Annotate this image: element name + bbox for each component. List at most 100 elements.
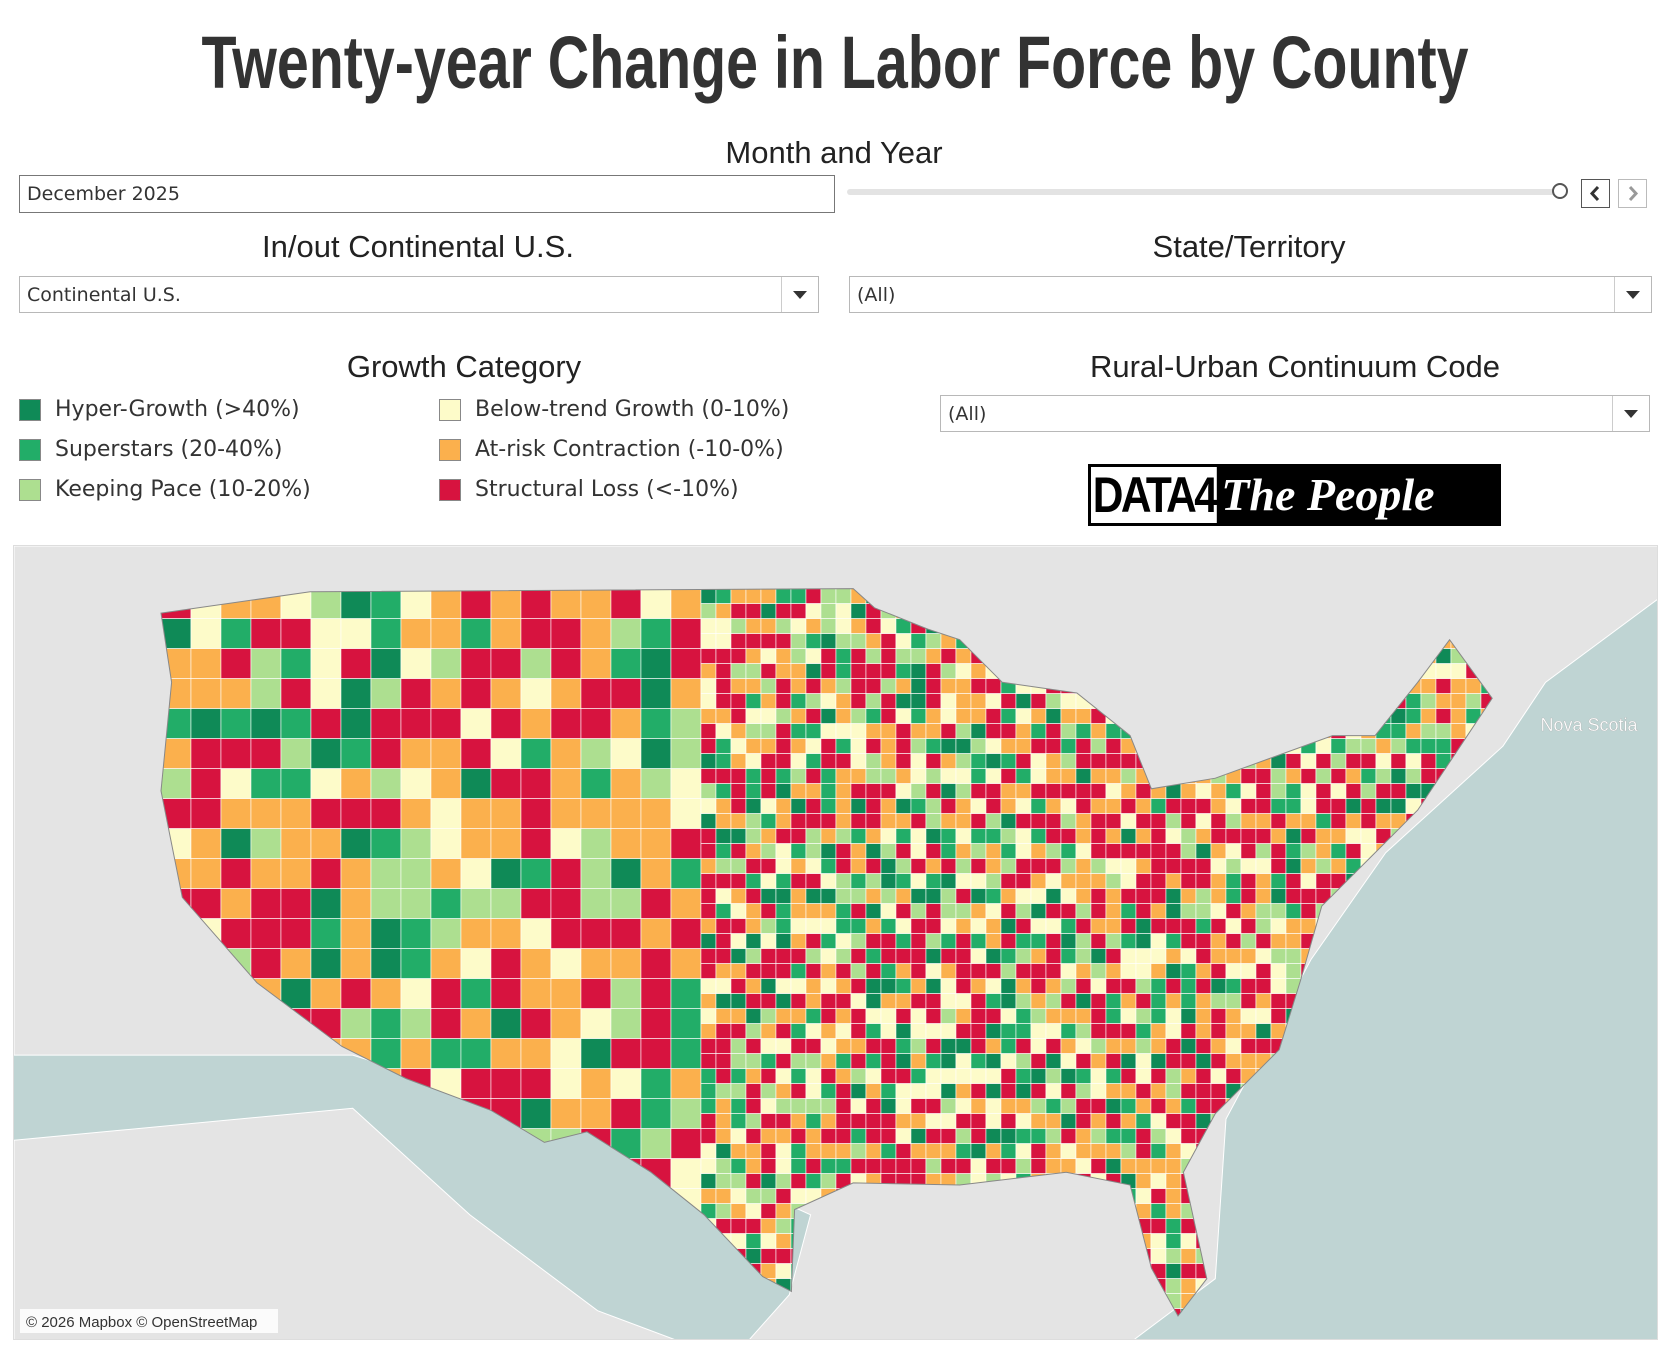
county[interactable] [715, 663, 732, 679]
county[interactable] [1360, 753, 1377, 769]
county[interactable] [730, 948, 747, 964]
county[interactable] [985, 1128, 1002, 1144]
county[interactable] [250, 888, 282, 919]
county[interactable] [1090, 1128, 1107, 1144]
county[interactable] [1075, 738, 1092, 754]
county[interactable] [1165, 1038, 1182, 1054]
county[interactable] [1375, 738, 1392, 754]
county[interactable] [940, 1098, 957, 1114]
county[interactable] [985, 1038, 1002, 1054]
county[interactable] [1210, 813, 1227, 829]
county[interactable] [730, 723, 747, 739]
county[interactable] [760, 678, 777, 694]
county[interactable] [730, 828, 747, 844]
county[interactable] [1255, 963, 1272, 979]
county[interactable] [1330, 813, 1347, 829]
county[interactable] [790, 1038, 807, 1054]
county[interactable] [1150, 1038, 1167, 1054]
county[interactable] [1090, 933, 1107, 949]
county[interactable] [880, 858, 897, 874]
county[interactable] [1105, 813, 1122, 829]
county[interactable] [700, 858, 717, 874]
county[interactable] [1060, 753, 1077, 769]
county[interactable] [820, 963, 837, 979]
county[interactable] [340, 978, 372, 1009]
county[interactable] [1375, 753, 1392, 769]
county[interactable] [805, 843, 822, 859]
county[interactable] [670, 1098, 702, 1129]
county[interactable] [1300, 798, 1317, 814]
county[interactable] [1465, 693, 1482, 709]
county[interactable] [280, 648, 312, 679]
county[interactable] [1315, 783, 1332, 799]
county[interactable] [1000, 918, 1017, 934]
county[interactable] [520, 1098, 552, 1129]
county[interactable] [1015, 873, 1032, 889]
county[interactable] [715, 1053, 732, 1069]
county[interactable] [1345, 738, 1362, 754]
county[interactable] [250, 918, 282, 949]
county[interactable] [880, 1128, 897, 1144]
county[interactable] [1015, 843, 1032, 859]
county[interactable] [1000, 1113, 1017, 1129]
county[interactable] [1315, 828, 1332, 844]
county[interactable] [910, 1083, 927, 1099]
county[interactable] [805, 768, 822, 784]
county[interactable] [955, 873, 972, 889]
county[interactable] [1075, 828, 1092, 844]
county[interactable] [895, 633, 912, 649]
county[interactable] [1015, 723, 1032, 739]
county[interactable] [1405, 708, 1422, 724]
county[interactable] [1345, 798, 1362, 814]
county[interactable] [775, 993, 792, 1009]
county[interactable] [520, 588, 552, 619]
county[interactable] [715, 1113, 732, 1129]
county[interactable] [640, 738, 672, 769]
county[interactable] [1195, 783, 1212, 799]
county[interactable] [670, 858, 702, 889]
county[interactable] [910, 678, 927, 694]
county[interactable] [1075, 1083, 1092, 1099]
county[interactable] [310, 678, 342, 709]
county[interactable] [1045, 1128, 1062, 1144]
county[interactable] [745, 753, 762, 769]
county[interactable] [1255, 858, 1272, 874]
county[interactable] [985, 1158, 1002, 1174]
legend-item[interactable]: Structural Loss (<-10%) [439, 477, 739, 502]
county[interactable] [1315, 768, 1332, 784]
county[interactable] [220, 918, 252, 949]
county[interactable] [850, 1023, 867, 1039]
county[interactable] [1225, 1053, 1242, 1069]
county[interactable] [730, 588, 747, 604]
county[interactable] [700, 588, 717, 604]
county[interactable] [745, 1023, 762, 1039]
county[interactable] [1060, 708, 1077, 724]
county[interactable] [925, 708, 942, 724]
county[interactable] [1105, 903, 1122, 919]
county[interactable] [865, 798, 882, 814]
county[interactable] [1270, 1008, 1287, 1024]
county[interactable] [1165, 1203, 1182, 1219]
county[interactable] [1135, 783, 1152, 799]
county[interactable] [775, 1143, 792, 1159]
dropdown[interactable]: Continental U.S. [19, 276, 819, 313]
county[interactable] [430, 708, 462, 739]
county[interactable] [1075, 963, 1092, 979]
county[interactable] [805, 708, 822, 724]
county[interactable] [1000, 1023, 1017, 1039]
county[interactable] [340, 768, 372, 799]
county[interactable] [715, 618, 732, 634]
county[interactable] [430, 828, 462, 859]
county[interactable] [1015, 693, 1032, 709]
county[interactable] [1240, 903, 1257, 919]
county[interactable] [1015, 1128, 1032, 1144]
county[interactable] [955, 1008, 972, 1024]
county[interactable] [250, 858, 282, 889]
county[interactable] [640, 798, 672, 829]
county[interactable] [700, 1068, 717, 1084]
county[interactable] [1015, 708, 1032, 724]
county[interactable] [925, 993, 942, 1009]
county[interactable] [1225, 858, 1242, 874]
county[interactable] [745, 993, 762, 1009]
county[interactable] [790, 1098, 807, 1114]
